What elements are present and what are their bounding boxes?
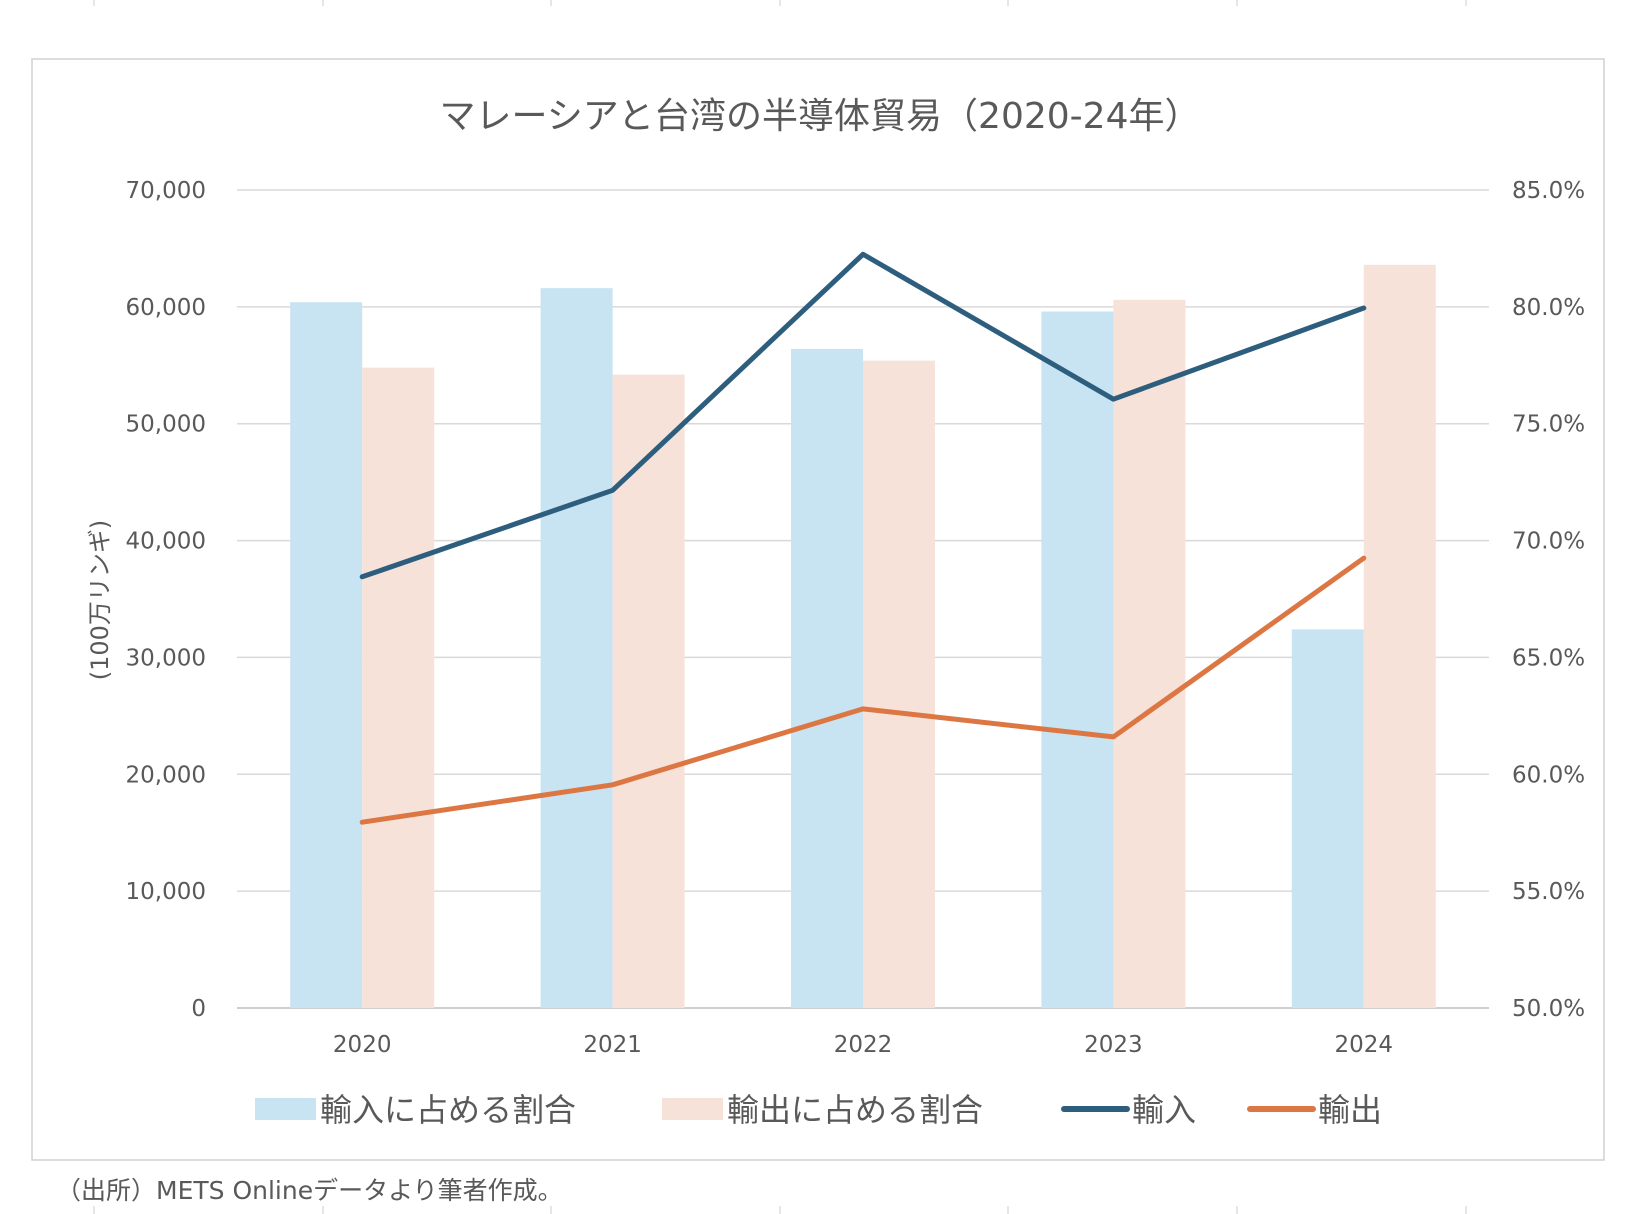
legend-label: 輸入 bbox=[1132, 1091, 1196, 1129]
y-tick-label: 20,000 bbox=[126, 762, 206, 788]
legend-label: 輸出 bbox=[1318, 1091, 1382, 1129]
bar-import-share bbox=[791, 348, 863, 1008]
bars bbox=[290, 264, 1436, 1008]
y-tick-label: 30,000 bbox=[126, 645, 206, 671]
chart-title: マレーシアと台湾の半導体貿易（2020-24年） bbox=[440, 96, 1201, 137]
y-tick-label: 40,000 bbox=[126, 529, 206, 555]
x-tick-label: 2023 bbox=[1084, 1032, 1143, 1058]
bar-export-share bbox=[1363, 264, 1436, 1008]
y2-tick-label: 50.0% bbox=[1512, 996, 1585, 1022]
bar-import-share bbox=[290, 302, 363, 1008]
source-note: （出所）METS Onlineデータより筆者作成。 bbox=[56, 1176, 563, 1205]
y-tick-label: 60,000 bbox=[126, 295, 206, 321]
bar-export-share bbox=[612, 374, 685, 1008]
bar-import-share bbox=[1041, 311, 1114, 1008]
page-edge-ticks bbox=[93, 0, 1467, 1214]
lines bbox=[359, 251, 1367, 825]
x-tick-label: 2022 bbox=[834, 1032, 893, 1058]
line-export bbox=[359, 555, 1367, 825]
x-tick-label: 2021 bbox=[583, 1032, 642, 1058]
x-tick-label: 2020 bbox=[333, 1032, 392, 1058]
y2-tick-label: 70.0% bbox=[1512, 529, 1585, 555]
legend-swatch bbox=[255, 1098, 316, 1120]
y2-tick-label: 85.0% bbox=[1512, 178, 1585, 204]
y-tick-label: 0 bbox=[191, 996, 206, 1022]
bar-import-share bbox=[540, 288, 613, 1008]
x-tick-label: 2024 bbox=[1335, 1032, 1394, 1058]
y2-tick-label: 80.0% bbox=[1512, 295, 1585, 321]
y-axis-label: (100万リンギ) bbox=[86, 520, 114, 681]
bar-export-share bbox=[1113, 299, 1186, 1008]
legend-swatch bbox=[662, 1098, 723, 1120]
y2-tick-label: 60.0% bbox=[1512, 762, 1585, 788]
legend-label: 輸入に占める割合 bbox=[320, 1091, 576, 1129]
y-tick-label: 70,000 bbox=[126, 178, 206, 204]
bar-import-share bbox=[1291, 629, 1364, 1008]
y-tick-label: 50,000 bbox=[126, 412, 206, 438]
bar-export-share bbox=[362, 367, 435, 1008]
bar-export-share bbox=[863, 360, 935, 1008]
y2-tick-label: 55.0% bbox=[1512, 879, 1585, 905]
y2-tick-label: 75.0% bbox=[1512, 412, 1585, 438]
legend: 輸入に占める割合 輸出に占める割合 輸入 輸出 bbox=[255, 1091, 1382, 1129]
line-import bbox=[359, 251, 1367, 580]
y-tick-label: 10,000 bbox=[126, 879, 206, 905]
axes: 0 10,000 20,000 30,000 40,000 50,000 60,000 70,… bbox=[126, 178, 1586, 1058]
legend-label: 輸出に占める割合 bbox=[727, 1091, 983, 1129]
y2-tick-label: 65.0% bbox=[1512, 645, 1585, 671]
